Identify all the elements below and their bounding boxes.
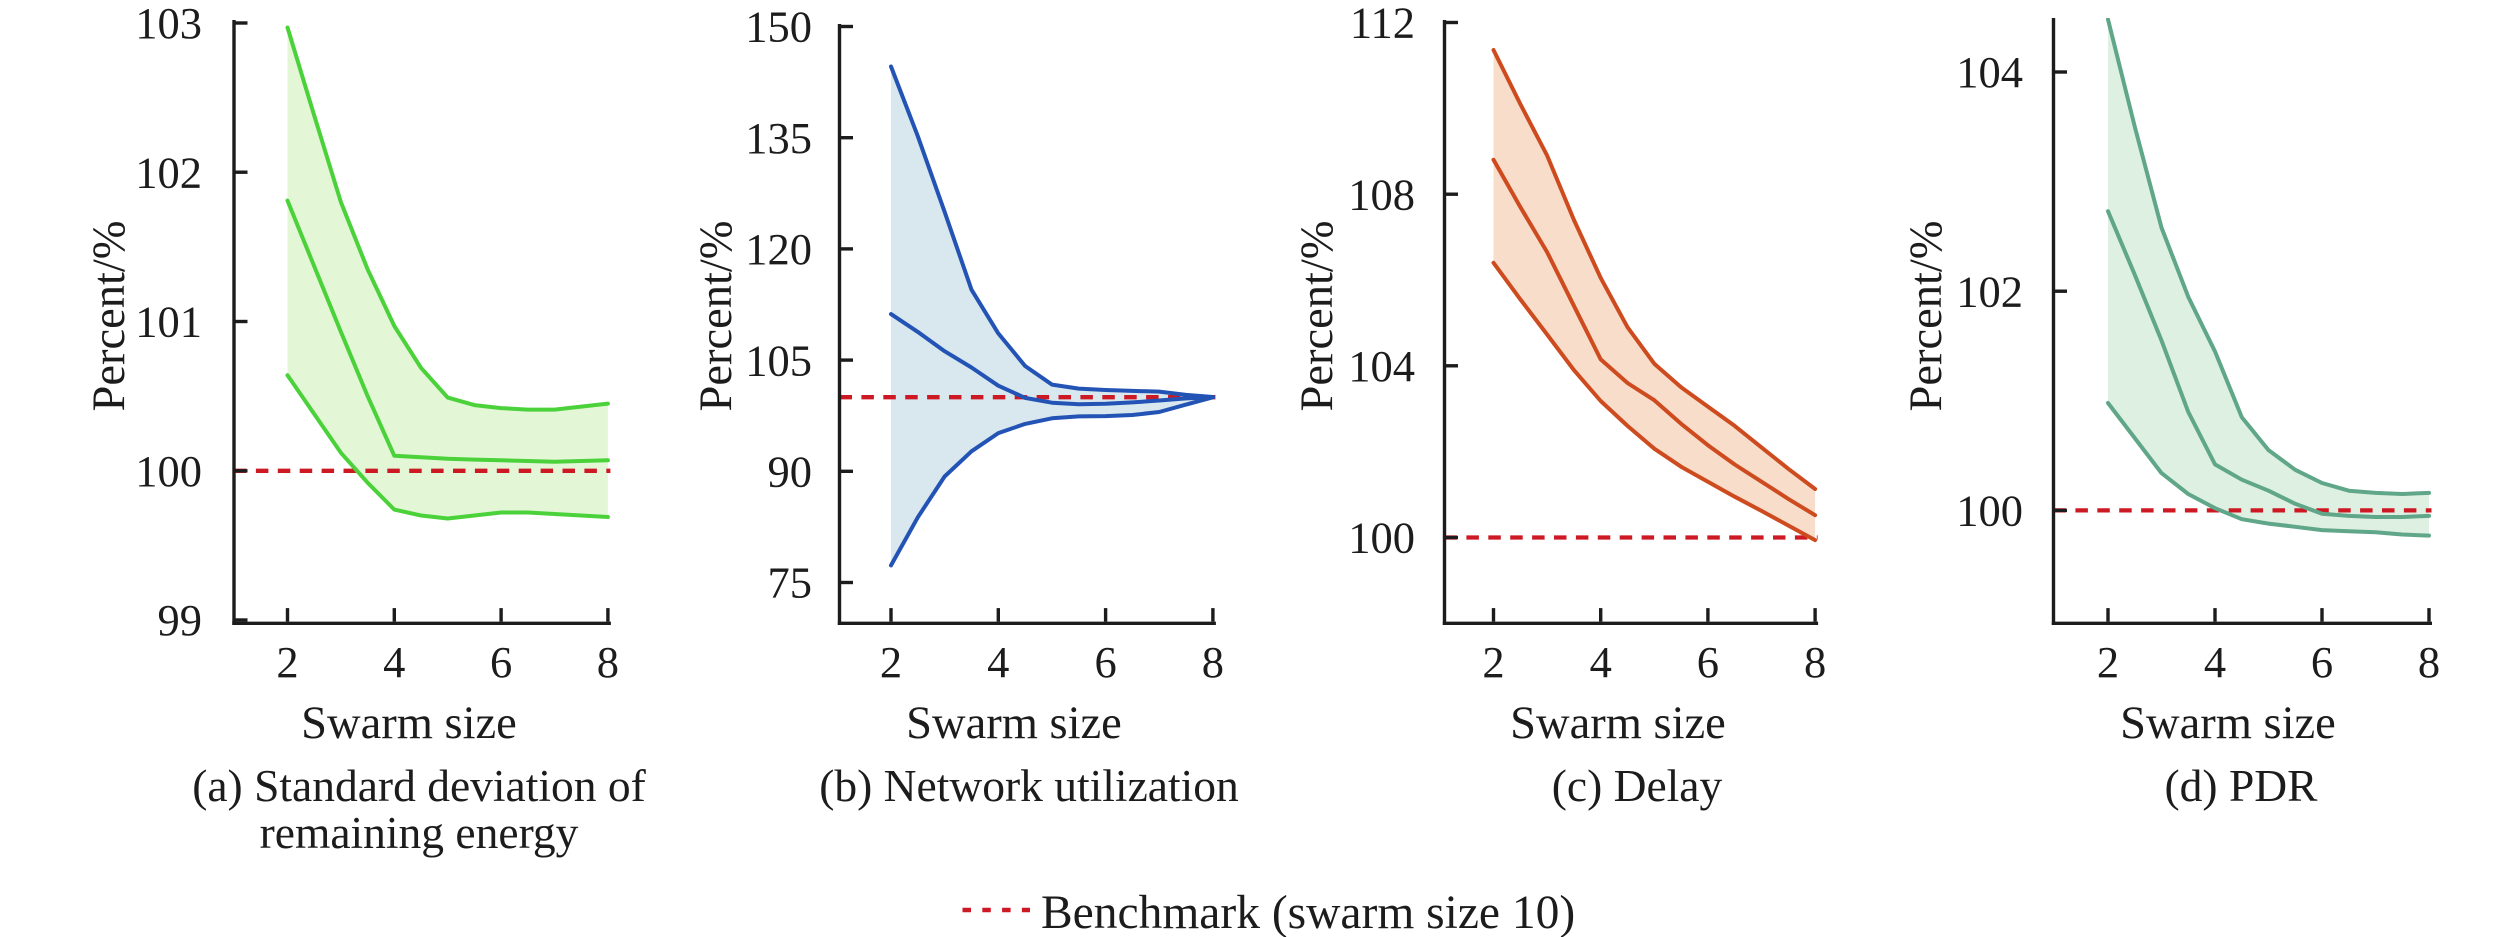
svg-text:112: 112 <box>1350 0 1415 48</box>
svg-text:(d) PDR: (d) PDR <box>2165 760 2319 811</box>
svg-text:75: 75 <box>768 558 813 608</box>
svg-text:8: 8 <box>1804 637 1826 687</box>
svg-text:(c) Delay: (c) Delay <box>1552 760 1723 811</box>
svg-text:100: 100 <box>1956 486 2023 536</box>
svg-text:99: 99 <box>158 595 203 645</box>
svg-text:8: 8 <box>597 637 619 687</box>
svg-text:Swarm size: Swarm size <box>1510 698 1726 749</box>
svg-text:6: 6 <box>1094 637 1116 687</box>
svg-text:2: 2 <box>2097 637 2119 687</box>
svg-text:100: 100 <box>1348 513 1415 563</box>
svg-text:Swarm size: Swarm size <box>2120 698 2336 749</box>
svg-text:108: 108 <box>1348 169 1415 219</box>
svg-text:8: 8 <box>2418 637 2440 687</box>
svg-text:105: 105 <box>745 335 812 385</box>
svg-text:remaining energy: remaining energy <box>260 807 579 858</box>
svg-text:150: 150 <box>745 2 812 52</box>
svg-text:100: 100 <box>135 446 202 496</box>
svg-text:Benchmark (swarm size 10): Benchmark (swarm size 10) <box>1041 887 1575 937</box>
svg-text:4: 4 <box>987 637 1009 687</box>
svg-text:103: 103 <box>135 0 202 48</box>
svg-text:101: 101 <box>135 297 202 347</box>
svg-text:135: 135 <box>745 113 812 163</box>
svg-text:6: 6 <box>2311 637 2333 687</box>
svg-text:(a) Standard deviation of: (a) Standard deviation of <box>192 760 646 811</box>
svg-text:2: 2 <box>276 637 298 687</box>
svg-text:8: 8 <box>1202 637 1224 687</box>
svg-text:102: 102 <box>1956 266 2023 316</box>
svg-text:Swarm size: Swarm size <box>906 698 1122 749</box>
svg-text:2: 2 <box>880 637 902 687</box>
svg-text:4: 4 <box>383 637 405 687</box>
svg-text:Percent/%: Percent/% <box>84 220 135 411</box>
svg-text:104: 104 <box>1956 47 2023 97</box>
svg-text:102: 102 <box>135 147 202 197</box>
svg-text:4: 4 <box>2204 637 2226 687</box>
svg-text:Swarm size: Swarm size <box>301 698 517 749</box>
svg-text:Percent/%: Percent/% <box>1901 220 1952 411</box>
svg-text:104: 104 <box>1348 341 1415 391</box>
svg-text:120: 120 <box>745 224 812 274</box>
svg-text:90: 90 <box>768 447 813 497</box>
svg-text:Percent/%: Percent/% <box>691 220 742 411</box>
svg-text:6: 6 <box>1697 637 1719 687</box>
svg-text:6: 6 <box>490 637 512 687</box>
svg-text:4: 4 <box>1590 637 1612 687</box>
svg-text:2: 2 <box>1482 637 1504 687</box>
svg-text:Percent/%: Percent/% <box>1292 220 1343 411</box>
svg-text:(b) Network utilization: (b) Network utilization <box>819 760 1239 811</box>
